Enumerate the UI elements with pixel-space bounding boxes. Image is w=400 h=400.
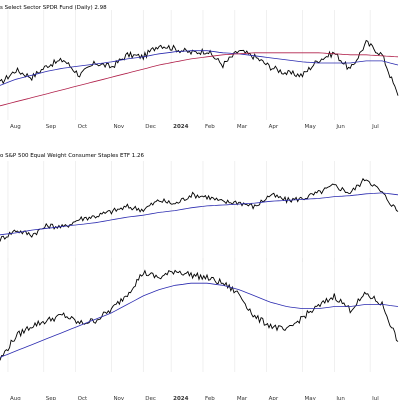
x-tick-label: May <box>304 124 316 130</box>
panel-title: o S&P 500 Equal Weight Consumer Staples … <box>0 153 145 159</box>
x-tick-label: Apr <box>269 396 279 400</box>
series-ma_long <box>0 52 399 107</box>
chart-panel-1: s Select Sector SPDR Fund (Daily) 2.98 <box>0 5 399 120</box>
x-tick-label: Dec <box>145 396 156 400</box>
x-tick-label: Oct <box>78 124 88 130</box>
x-tick-label: Jun <box>335 396 345 400</box>
chart-panel-2: o S&P 500 Equal Weight Consumer Staples … <box>0 153 399 262</box>
x-tick-label: May <box>304 396 316 400</box>
x-tick-label: 2024 <box>173 396 188 400</box>
x-tick-label: Sep <box>46 124 57 130</box>
x-tick-label: Mar <box>237 396 248 400</box>
series-price <box>0 39 399 96</box>
x-tick-label: Jun <box>335 124 345 130</box>
series-price <box>0 177 399 242</box>
x-tick-label: Sep <box>46 396 57 400</box>
series-ma_short <box>0 50 399 86</box>
x-tick-label: Oct <box>78 396 88 400</box>
x-tick-label: Dec <box>145 124 156 130</box>
series-ma_short <box>0 192 399 236</box>
x-tick-label: Feb <box>205 396 215 400</box>
series-price <box>0 269 399 361</box>
x-tick-label: Mar <box>237 124 248 130</box>
x-tick-label: Jul <box>371 396 379 400</box>
panel-title: s Select Sector SPDR Fund (Daily) 2.98 <box>0 5 107 11</box>
x-tick-label: 2024 <box>173 124 188 130</box>
x-tick-label: Aug <box>10 124 21 130</box>
x-tick-label: Nov <box>113 396 124 400</box>
x-tick-label: Jul <box>371 124 379 130</box>
x-tick-label: Nov <box>113 124 124 130</box>
chart-panel-3 <box>0 258 399 372</box>
series-ma_short <box>0 282 399 358</box>
x-tick-label: Aug <box>10 396 21 400</box>
x-tick-label: Apr <box>269 124 279 130</box>
x-tick-label: Feb <box>205 124 215 130</box>
